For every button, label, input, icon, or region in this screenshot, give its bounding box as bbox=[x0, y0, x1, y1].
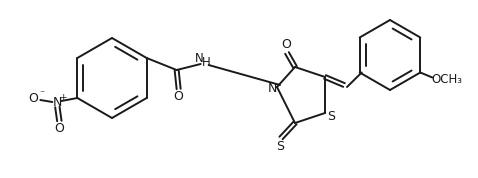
Text: S: S bbox=[327, 111, 335, 124]
Text: O: O bbox=[281, 38, 291, 51]
Text: N: N bbox=[267, 82, 277, 96]
Text: O: O bbox=[54, 122, 65, 135]
Text: N: N bbox=[196, 51, 204, 64]
Text: S: S bbox=[276, 140, 284, 153]
Text: OCH₃: OCH₃ bbox=[432, 73, 463, 86]
Text: O: O bbox=[28, 93, 38, 106]
Text: H: H bbox=[202, 56, 211, 69]
Text: ⁻: ⁻ bbox=[40, 89, 45, 99]
Text: O: O bbox=[174, 90, 184, 103]
Text: +: + bbox=[59, 93, 66, 103]
Text: N: N bbox=[53, 96, 62, 109]
